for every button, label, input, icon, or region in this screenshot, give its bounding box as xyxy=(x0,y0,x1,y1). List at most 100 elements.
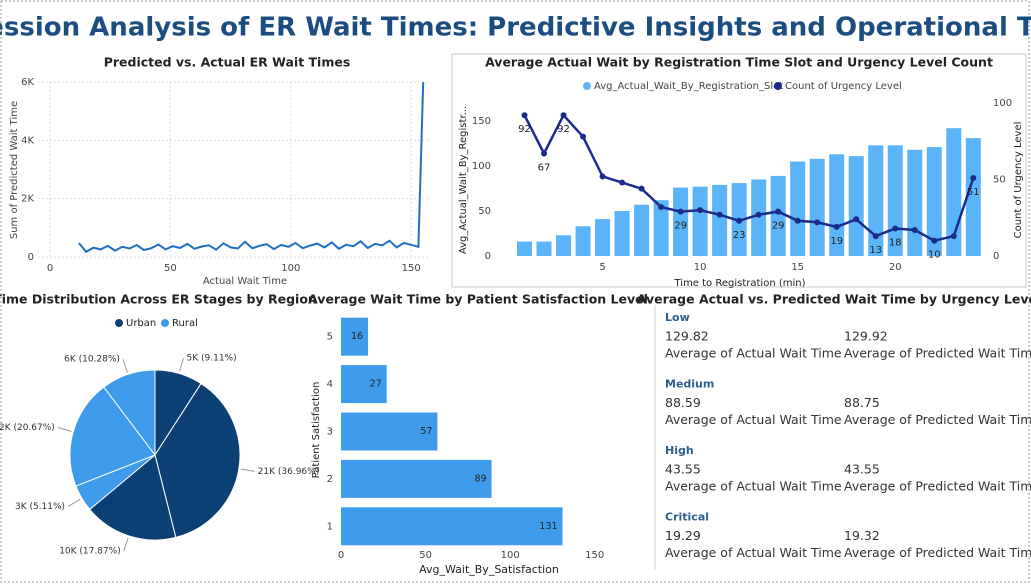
line-point xyxy=(736,217,743,224)
predicted-value: 19.32 xyxy=(844,528,880,543)
y-tick-label: 4K xyxy=(21,135,34,146)
leader-line xyxy=(123,537,129,552)
leader-line xyxy=(122,359,128,373)
line-point xyxy=(580,133,587,140)
bar xyxy=(341,459,492,498)
bar xyxy=(575,226,591,256)
y2-axis-label: Count of Urgency Level xyxy=(1013,122,1024,239)
data-label: 131 xyxy=(539,521,557,532)
y-axis-label: Sum of Predicted Wait Time xyxy=(9,101,20,239)
line-point xyxy=(599,173,606,180)
x-axis-label: Avg_Wait_By_Satisfaction xyxy=(419,563,559,576)
y-tick-label: 4 xyxy=(327,379,333,390)
line-point xyxy=(833,223,840,230)
bar xyxy=(595,219,611,256)
group-label: Medium xyxy=(665,378,714,391)
data-label: 57 xyxy=(420,426,432,437)
y-tick-label: 3 xyxy=(327,427,333,438)
y-tick-label: 6K xyxy=(21,77,34,88)
legend-marker xyxy=(583,82,591,90)
line-point xyxy=(970,174,977,181)
chart-title: Predicted vs. Actual ER Wait Times xyxy=(104,55,351,70)
bar xyxy=(341,317,369,356)
data-label: 29 xyxy=(674,221,687,232)
y-tick-label: 1 xyxy=(327,521,333,532)
data-label: 13 xyxy=(869,245,882,256)
actual-value: 43.55 xyxy=(665,462,701,477)
legend-label: Urban xyxy=(126,318,156,329)
x-tick-label: 20 xyxy=(889,262,902,273)
line-point xyxy=(872,233,879,240)
bar xyxy=(907,149,923,256)
chart-title: Time Distribution Across ER Stages by Re… xyxy=(0,292,317,307)
page-title: Regression Analysis of ER Wait Times: Pr… xyxy=(0,13,1031,43)
bar xyxy=(692,186,708,256)
actual-caption: Average of Actual Wait Time xyxy=(665,479,842,494)
bar xyxy=(341,365,387,404)
legend-marker xyxy=(161,319,169,327)
line-point xyxy=(950,233,957,240)
chart-title: Average Wait Time by Patient Satisfactio… xyxy=(308,292,648,307)
data-label: 67 xyxy=(538,162,551,173)
pie-slice xyxy=(69,386,156,487)
bar xyxy=(673,187,689,256)
data-label: 19 xyxy=(830,236,843,247)
line-point xyxy=(716,211,723,218)
group-label: Low xyxy=(665,311,690,324)
line-point xyxy=(853,216,860,223)
group-label: High xyxy=(665,444,694,457)
actual-caption: Average of Actual Wait Time xyxy=(665,346,842,361)
x-tick-label: 100 xyxy=(281,263,300,274)
data-label: 5K (9.11%) xyxy=(187,354,237,364)
y2-tick-label: 50 xyxy=(993,175,1006,186)
line-point xyxy=(638,185,645,192)
bar xyxy=(341,507,563,546)
data-label: 18 xyxy=(889,237,902,248)
x-tick-label: 50 xyxy=(164,263,177,274)
line-point xyxy=(677,208,684,215)
line-point xyxy=(892,225,899,232)
predicted-caption: Average of Predicted Wait Time xyxy=(844,412,1031,427)
bar xyxy=(965,138,981,256)
actual-value: 88.59 xyxy=(665,395,701,410)
bar xyxy=(556,235,572,256)
chart-title: Average Actual Wait by Registration Time… xyxy=(485,55,993,70)
legend-label: Rural xyxy=(172,318,198,329)
actual-value: 129.82 xyxy=(665,329,709,344)
panel-border xyxy=(451,53,1027,288)
data-label: 89 xyxy=(474,473,486,484)
bar xyxy=(848,156,864,256)
bar xyxy=(712,184,728,256)
leader-line xyxy=(240,468,255,472)
y-tick-label: 0 xyxy=(28,252,34,263)
line-point xyxy=(814,219,821,226)
legend-marker xyxy=(115,319,123,327)
line-point xyxy=(931,237,938,244)
actual-caption: Average of Actual Wait Time xyxy=(665,545,842,560)
pie-slice xyxy=(103,369,156,457)
data-label: 16 xyxy=(351,331,363,342)
x-tick-label: 10 xyxy=(694,262,707,273)
data-label: 12K (20.67%) xyxy=(0,423,55,433)
predicted-value: 129.92 xyxy=(844,329,888,344)
x-axis-label: Time to Registration (min) xyxy=(673,278,805,289)
line-point xyxy=(775,208,782,215)
y-tick-label: 0 xyxy=(485,251,491,262)
data-label: 23 xyxy=(733,230,746,241)
leader-line xyxy=(67,498,81,507)
pie-slice xyxy=(89,454,177,541)
predicted-caption: Average of Predicted Wait Time xyxy=(844,479,1031,494)
x-tick-label: 5 xyxy=(599,262,605,273)
data-label: 3K (5.11%) xyxy=(15,502,65,512)
data-label: 27 xyxy=(370,379,382,390)
data-label: 21K (36.96%) xyxy=(258,467,320,477)
y-tick-label: 2K xyxy=(21,194,34,205)
bar xyxy=(770,175,786,256)
line-point xyxy=(794,217,801,224)
data-label: 51 xyxy=(967,187,980,198)
bar xyxy=(926,147,942,256)
y2-tick-label: 0 xyxy=(993,251,999,262)
bar xyxy=(751,179,767,256)
